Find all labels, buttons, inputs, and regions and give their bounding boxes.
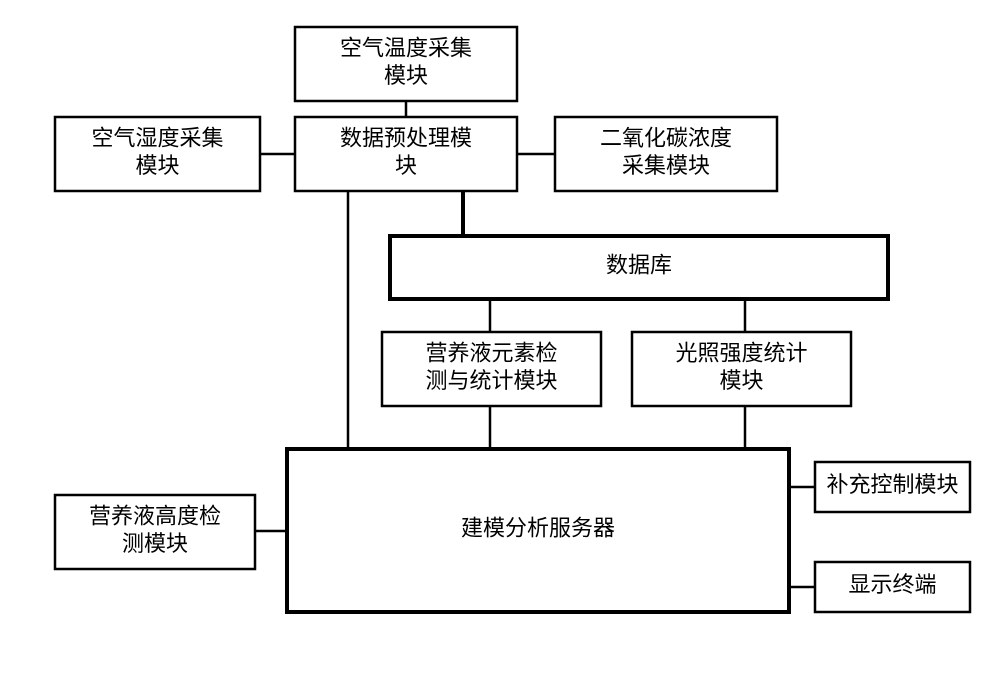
nodes-layer: 空气温度采集模块空气湿度采集模块数据预处理模块二氧化碳浓度采集模块数据库营养液元… [55,27,970,612]
node-preprocess-label-line-1: 块 [395,153,417,178]
node-air_temp-label-line-1: 模块 [384,63,428,88]
node-preprocess-label-line-0: 数据预处理模 [340,125,472,150]
flowchart-canvas: 空气温度采集模块空气湿度采集模块数据预处理模块二氧化碳浓度采集模块数据库营养液元… [0,0,1000,677]
node-nutrient_lvl-label-line-1: 测模块 [122,531,188,556]
node-light_stat-label-line-0: 光照强度统计 [675,340,807,365]
node-air_humidity-label-line-0: 空气湿度采集 [91,125,223,150]
node-database: 数据库 [390,236,888,299]
node-supplement-label-line-0: 补充控制模块 [826,472,958,497]
node-air_humidity: 空气湿度采集模块 [55,117,260,191]
node-air_temp-label-line-0: 空气温度采集 [340,35,472,60]
node-model_server-label-line-0: 建模分析服务器 [461,516,615,541]
node-co2-label-line-0: 二氧化碳浓度 [600,125,732,150]
node-nutrient_elem: 营养液元素检测与统计模块 [382,332,601,406]
node-preprocess: 数据预处理模块 [295,117,517,191]
node-display: 显示终端 [815,562,970,612]
node-co2: 二氧化碳浓度采集模块 [555,117,777,191]
node-air_temp: 空气温度采集模块 [295,27,517,101]
node-nutrient_lvl-label-line-0: 营养液高度检 [89,503,221,528]
node-air_humidity-label-line-1: 模块 [135,153,179,178]
node-model_server: 建模分析服务器 [287,449,789,612]
node-nutrient_lvl: 营养液高度检测模块 [55,495,255,569]
node-database-label-line-0: 数据库 [606,253,672,278]
node-light_stat-label-line-1: 模块 [719,368,763,393]
node-supplement: 补充控制模块 [815,462,970,512]
node-light_stat: 光照强度统计模块 [632,332,851,406]
node-co2-label-line-1: 采集模块 [622,153,710,178]
node-display-label-line-0: 显示终端 [848,572,936,597]
node-nutrient_elem-label-line-1: 测与统计模块 [425,368,557,393]
node-nutrient_elem-label-line-0: 营养液元素检 [425,340,557,365]
